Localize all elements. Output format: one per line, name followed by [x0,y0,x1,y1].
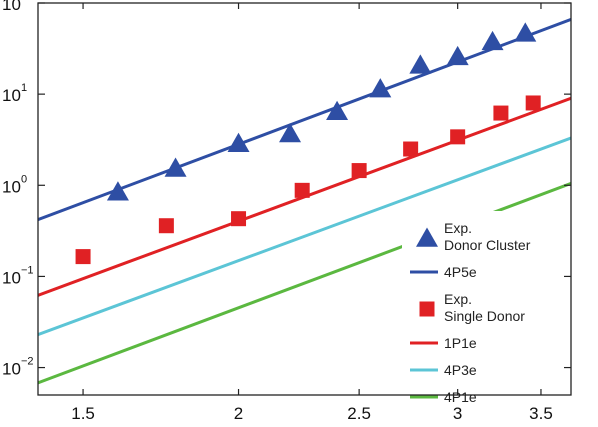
data-point-triangle [227,132,250,152]
data-point-square [525,95,541,111]
data-point-triangle [481,30,504,51]
x-tick-label: 1.5 [71,404,95,423]
data-point-triangle [369,78,392,98]
y-tick-exponent: −2 [21,356,34,368]
series-layer [38,17,571,385]
legend-label: Exp. [444,220,472,236]
data-point-square [403,141,419,157]
data-point-triangle [326,100,349,120]
data-point-square [75,249,91,265]
y-tick-label: 10 [2,86,21,105]
legend-marker-triangle [416,227,438,247]
data-point-triangle [514,22,537,42]
y-tick-label: 10 [2,177,21,196]
y-tick-label: 10 [2,360,21,379]
data-point-square [231,211,247,227]
data-point-square [351,163,367,179]
y-tick-exponent: 0 [21,173,27,185]
data-point-triangle [446,45,469,66]
legend-label: Exp. [444,291,472,307]
data-point-square [294,182,310,198]
legend-label: 4P5e [444,264,477,280]
x-tick-label: 3.5 [529,404,553,423]
plot-frame [37,2,572,396]
data-point-square [158,218,174,234]
x-tick-label: 2.5 [347,404,371,423]
legend-label: Donor Cluster [444,237,531,253]
y-tick-exponent: 1 [21,82,27,94]
data-point-triangle [106,181,129,201]
x-tick-label: 3 [453,404,462,423]
legend-label: 4P3e [444,362,477,378]
y-tick-exponent: 2 [21,0,27,3]
data-point-square [493,105,509,121]
y-tick-exponent: −1 [21,264,34,276]
legend-label: 1P1e [444,335,477,351]
y-tick-label: 10 [2,268,21,287]
x-tick-label: 2 [234,404,243,423]
y-tick-label: 10 [2,0,21,14]
data-point-triangle [409,54,432,74]
data-point-triangle [279,123,302,143]
legend-marker-square [419,301,435,317]
series-line-4p5e [38,17,571,222]
legend-label: Single Donor [444,308,525,324]
data-point-triangle [164,157,187,177]
axis-ticks: 1.522.533.510−210−1100101102 [2,0,571,423]
data-point-square [450,129,466,145]
legend-label: 4P1e [444,389,477,405]
series-line-4p3e [38,136,571,337]
